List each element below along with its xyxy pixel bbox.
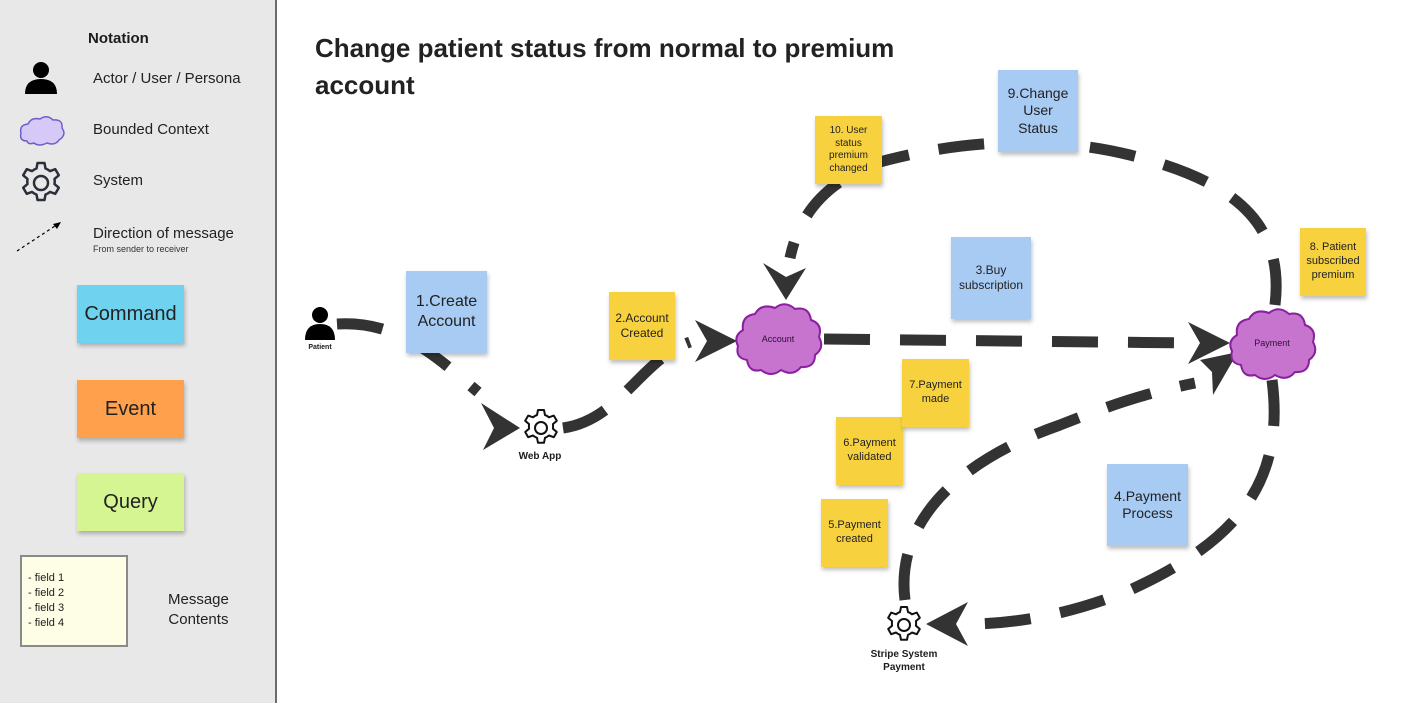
- field-line: - field 3: [28, 602, 65, 614]
- webapp-gear-icon: [524, 409, 558, 444]
- event-payment-made: 7.Payment made: [902, 359, 969, 427]
- direction-arrow-icon: [16, 222, 61, 252]
- command-create-account: 1.Create Account: [406, 271, 487, 353]
- command-change-user-status: 9.Change User Status: [998, 70, 1078, 152]
- system-gear-icon: [21, 161, 61, 202]
- command-buy-subscription: 3.Buy subscription: [951, 237, 1031, 319]
- legend-command-sticky: Command: [77, 285, 184, 343]
- flow-account-to-payment: [823, 333, 1196, 349]
- legend-event-sticky: Event: [77, 380, 184, 438]
- stripe-gear-icon: [887, 606, 921, 641]
- account-context-label: Account: [761, 334, 795, 344]
- legend-actor-label: Actor / User / Persona: [93, 70, 241, 87]
- event-account-created: 2.Account Created: [609, 292, 675, 360]
- page-title: Change patient status from normal to pre…: [315, 33, 895, 100]
- legend-message-contents-label: Message Contents: [168, 591, 229, 628]
- arrowhead-account-top: [763, 263, 806, 300]
- legend-heading: Notation: [88, 30, 149, 47]
- payment-context-label: Payment: [1254, 338, 1290, 348]
- patient-label: Patient: [308, 344, 332, 351]
- arrowhead-webapp: [481, 403, 520, 450]
- actor-icon: [25, 62, 57, 94]
- notation-legend: Notation Actor / User / Persona Bounded …: [0, 0, 277, 703]
- bounded-context-icon: [19, 116, 65, 146]
- arrowhead-stripe: [926, 602, 968, 646]
- field-line: - field 4: [28, 617, 65, 629]
- legend-direction-sublabel: From sender to receiver: [93, 244, 189, 254]
- stripe-label: Stripe System Payment: [870, 649, 938, 673]
- arrowhead-account: [695, 320, 737, 362]
- payment-context-cloud: [1229, 308, 1317, 380]
- event-patient-subscribed-premium: 8. Patient subscribed premium: [1300, 228, 1366, 296]
- patient-actor-icon: [305, 307, 335, 340]
- account-context-cloud: [735, 303, 823, 375]
- event-payment-created: 5.Payment created: [821, 499, 888, 567]
- flow-webapp-to-account: [562, 336, 693, 434]
- legend-system-label: System: [93, 172, 144, 189]
- command-payment-process: 4.Payment Process: [1107, 464, 1188, 546]
- legend-query-sticky: Query: [77, 473, 184, 531]
- legend-direction-label: Direction of message: [93, 225, 234, 242]
- flow-payment-to-stripe: [959, 379, 1280, 630]
- event-user-status-premium-changed: 10. User status premium changed: [815, 116, 882, 184]
- field-line: - field 1: [28, 572, 65, 584]
- event-payment-validated: 6.Payment validated: [836, 417, 903, 485]
- field-line: - field 2: [28, 587, 65, 599]
- legend-bounded-context-label: Bounded Context: [93, 121, 209, 138]
- message-contents-box: - field 1 - field 2 - field 3 - field 4: [20, 555, 128, 647]
- flow-stripe-to-payment: [898, 377, 1197, 601]
- webapp-label: Web App: [518, 451, 562, 462]
- arrowhead-payment-2: [1200, 352, 1238, 395]
- arrowhead-payment-1: [1188, 322, 1230, 364]
